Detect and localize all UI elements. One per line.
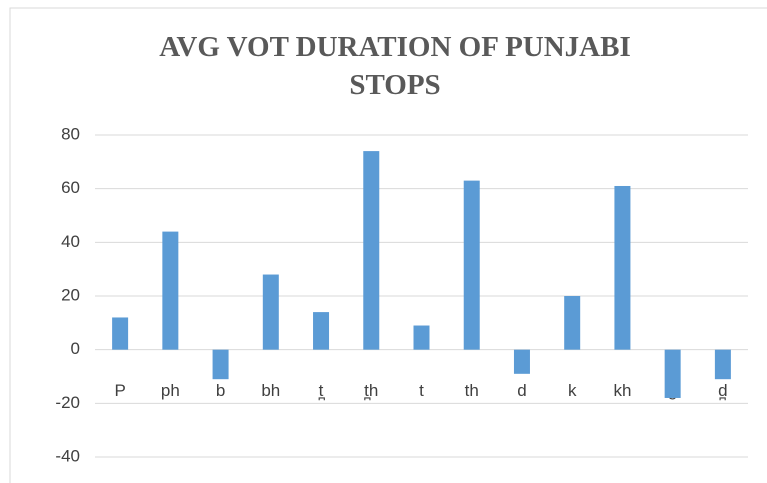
y-tick-label: 40 — [61, 232, 80, 251]
x-tick-label: t̪h — [363, 381, 378, 400]
y-tick-label: -40 — [55, 446, 80, 465]
x-tick-label: th — [465, 381, 479, 400]
bar — [262, 274, 279, 350]
bar — [714, 349, 731, 380]
x-tick-label: P — [114, 381, 125, 400]
y-tick-label: 60 — [61, 178, 80, 197]
x-tick-label: d̪ — [718, 381, 727, 400]
bar — [212, 349, 229, 380]
bar — [363, 151, 380, 350]
bar — [413, 325, 430, 350]
chart-frame — [9, 7, 767, 483]
x-tick-label: t — [419, 381, 424, 400]
bar — [463, 180, 480, 350]
x-tick-label: bh — [261, 381, 280, 400]
y-tick-label: 20 — [61, 285, 80, 304]
chart-title: AVG VOT DURATION OF PUNJABI STOPS — [159, 31, 631, 101]
x-tick-label: b — [216, 381, 225, 400]
y-tick-label: 80 — [61, 124, 80, 143]
bar — [313, 312, 330, 350]
y-tick-label: -20 — [55, 393, 80, 412]
x-tick-label: t̪ — [318, 381, 326, 400]
x-tick-label: d — [517, 381, 526, 400]
x-tick-label: k — [568, 381, 577, 400]
bar — [162, 231, 179, 350]
bar — [664, 349, 681, 398]
x-tick-label: kh — [613, 381, 631, 400]
bar — [112, 317, 129, 350]
bar — [564, 296, 581, 350]
x-tick-label: ph — [161, 381, 180, 400]
bar — [513, 349, 530, 374]
y-tick-label: 0 — [71, 339, 80, 358]
bar — [614, 185, 631, 350]
